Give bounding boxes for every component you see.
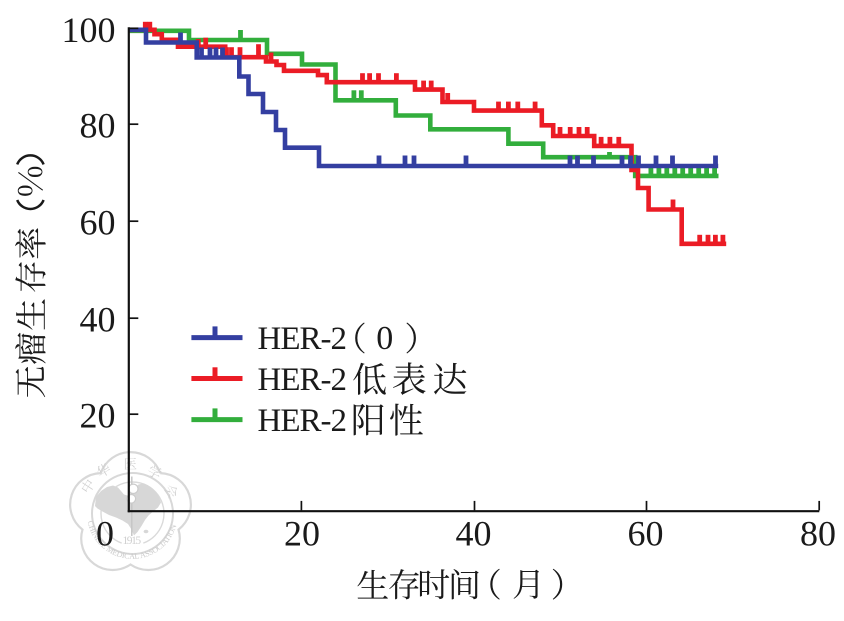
svg-text:40: 40 <box>80 300 116 340</box>
svg-text:0: 0 <box>376 320 393 357</box>
svg-text:0: 0 <box>96 513 114 553</box>
svg-text:HER-2: HER-2 <box>258 362 347 398</box>
svg-text:1915: 1915 <box>123 535 142 547</box>
svg-text:HER-2: HER-2 <box>258 403 347 439</box>
svg-text:20: 20 <box>80 396 116 436</box>
svg-text:20: 20 <box>284 513 320 553</box>
svg-text:100: 100 <box>62 10 116 50</box>
svg-text:40: 40 <box>456 513 492 553</box>
svg-text:60: 60 <box>628 513 664 553</box>
svg-text:80: 80 <box>80 106 116 146</box>
svg-text:HER-2: HER-2 <box>258 321 347 357</box>
svg-text:80: 80 <box>800 513 836 553</box>
svg-text:60: 60 <box>80 203 116 243</box>
